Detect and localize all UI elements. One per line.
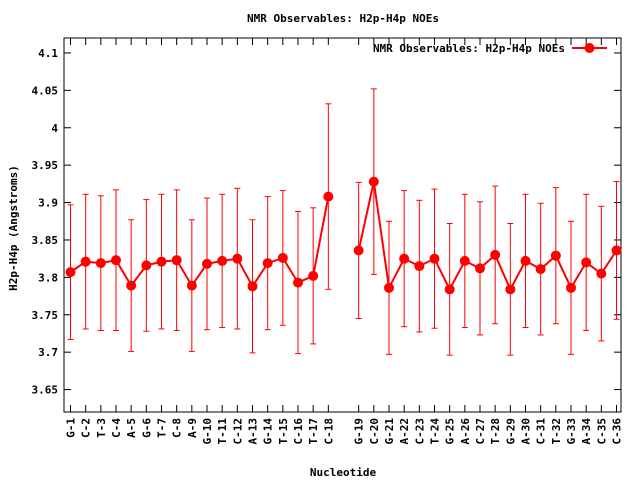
y-tick-label: 3.7 [38, 346, 58, 359]
data-point [520, 255, 531, 266]
x-tick-label: A-26 [459, 418, 472, 445]
y-tick-label: 3.65 [32, 384, 59, 397]
y-tick-label: 3.85 [32, 234, 59, 247]
data-point [399, 253, 410, 264]
x-axis-label: Nucleotide [310, 466, 377, 479]
x-tick-label: G-33 [565, 418, 578, 445]
y-tick-label: 4.05 [32, 84, 59, 97]
x-tick-label: T-28 [489, 418, 502, 445]
x-tick-label: G-21 [383, 418, 396, 445]
data-point [217, 255, 228, 266]
x-tick-label: G-14 [262, 418, 275, 445]
series-line [69, 196, 330, 289]
x-tick-label: C-2 [80, 418, 93, 438]
data-point [414, 261, 425, 272]
x-tick-label: C-12 [231, 418, 244, 445]
data-point [293, 277, 303, 288]
x-tick-label: C-16 [292, 418, 305, 445]
data-point [308, 270, 319, 281]
x-tick-label: A-13 [247, 418, 260, 445]
data-point [232, 253, 243, 264]
data-point [262, 258, 273, 269]
series-line [357, 181, 618, 292]
x-tick-label: C-36 [611, 418, 624, 445]
data-point [323, 191, 334, 202]
data-point [475, 263, 485, 274]
data-point [65, 267, 76, 278]
x-tick-label: C-35 [595, 418, 608, 445]
data-point [277, 252, 288, 263]
data-point [505, 284, 516, 295]
x-tick-label: T-24 [429, 418, 442, 445]
data-point [459, 255, 470, 266]
legend-label: NMR Observables: H2p-H4p NOEs [373, 42, 565, 55]
x-tick-label: C-4 [110, 418, 123, 438]
x-tick-label: G-19 [353, 418, 366, 445]
x-tick-label: T-7 [156, 418, 169, 438]
data-point [171, 255, 182, 266]
x-tick-label: T-11 [216, 418, 229, 445]
chart-title: NMR Observables: H2p-H4p NOEs [247, 12, 439, 25]
data-point [247, 281, 258, 292]
data-point [596, 268, 607, 279]
data-point [368, 176, 379, 187]
data-point [353, 245, 364, 256]
x-tick-label: T-32 [550, 418, 563, 445]
data-point [535, 264, 546, 275]
data-point [202, 258, 212, 269]
plot-frame [63, 37, 622, 413]
y-tick-label: 4.1 [38, 47, 58, 60]
data-point [611, 245, 622, 256]
x-tick-label: A-30 [520, 418, 533, 445]
x-tick-label: C-8 [171, 418, 184, 438]
y-tick-label: 3.8 [38, 271, 58, 284]
data-point [490, 249, 501, 260]
y-tick-label: 3.75 [32, 309, 59, 322]
x-tick-label: C-27 [474, 418, 487, 445]
data-point [444, 284, 455, 295]
y-axis-label: H2p-H4p (Angstroms) [7, 165, 20, 291]
x-tick-label: G-29 [504, 418, 517, 445]
y-tick-label: 3.95 [32, 159, 59, 172]
data-point [156, 256, 167, 267]
data-point [384, 282, 394, 293]
x-tick-label: C-18 [322, 418, 335, 445]
data-point [429, 253, 440, 264]
x-tick-label: T-15 [277, 418, 290, 445]
data-point [566, 282, 576, 293]
x-tick-label: A-9 [186, 418, 199, 438]
x-tick-label: G-25 [444, 418, 457, 445]
data-point [550, 250, 561, 261]
legend-marker [584, 43, 595, 53]
data-point [95, 258, 106, 269]
x-tick-label: C-31 [535, 418, 548, 445]
y-tick-label: 3.9 [38, 197, 58, 210]
x-tick-label: T-3 [95, 418, 108, 438]
x-tick-label: G-10 [201, 418, 214, 445]
x-tick-label: A-34 [580, 418, 593, 445]
data-point [141, 260, 152, 271]
x-tick-label: A-22 [398, 418, 411, 445]
data-point [581, 257, 592, 268]
x-tick-label: C-20 [368, 418, 381, 445]
x-tick-label: C-23 [413, 418, 426, 445]
x-tick-label: A-5 [125, 418, 138, 438]
data-point [111, 255, 121, 266]
data-point [186, 280, 197, 291]
y-tick-label: 4 [51, 122, 58, 135]
x-tick-label: T-17 [307, 418, 320, 445]
x-tick-label: G-1 [65, 418, 78, 438]
data-point [80, 256, 91, 267]
x-tick-label: G-6 [140, 418, 153, 438]
data-point [126, 280, 137, 291]
